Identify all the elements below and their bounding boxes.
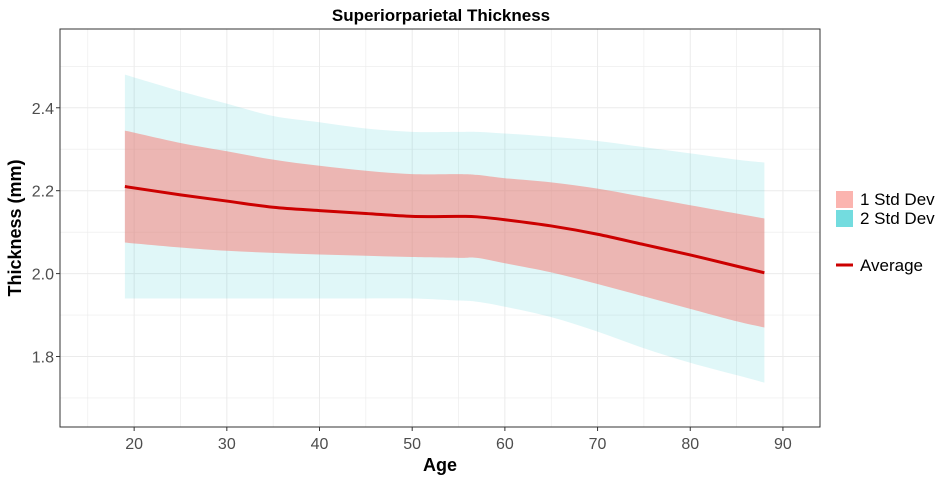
x-tick-label: 60 (496, 436, 514, 453)
x-tick-label: 20 (125, 436, 143, 453)
band-1-std-dev (124, 130, 765, 328)
legend-label: 2 Std Dev (860, 209, 935, 228)
x-tick-label: 50 (403, 436, 421, 453)
x-tick-label: 70 (589, 436, 607, 453)
x-axis: 20 30 40 50 60 70 80 90 (125, 427, 792, 453)
legend-label: Average (860, 256, 923, 275)
average-line (124, 185, 765, 275)
y-tick-label: 2.0 (32, 267, 54, 284)
y-tick-label: 1.8 (32, 350, 54, 367)
y-tick-label: 2.4 (32, 101, 54, 118)
x-tick-label: 40 (311, 436, 329, 453)
legend-label: 1 Std Dev (860, 190, 935, 209)
bands (124, 74, 765, 383)
plot-border (59, 28, 821, 428)
x-tick-label: 90 (774, 436, 792, 453)
x-tick-label: 80 (681, 436, 699, 453)
plot-area (59, 28, 821, 428)
legend-swatch (836, 210, 853, 227)
x-tick-label: 30 (218, 436, 236, 453)
x-axis-title: Age (423, 455, 457, 475)
y-tick-label: 2.2 (32, 184, 54, 201)
legend-swatch (836, 191, 853, 208)
chart-title: Superiorparietal Thickness (332, 6, 550, 25)
y-axis-title: Thickness (mm) (5, 159, 25, 296)
average-line-group (124, 185, 765, 275)
y-axis: 1.8 2.0 2.2 2.4 (32, 101, 60, 367)
